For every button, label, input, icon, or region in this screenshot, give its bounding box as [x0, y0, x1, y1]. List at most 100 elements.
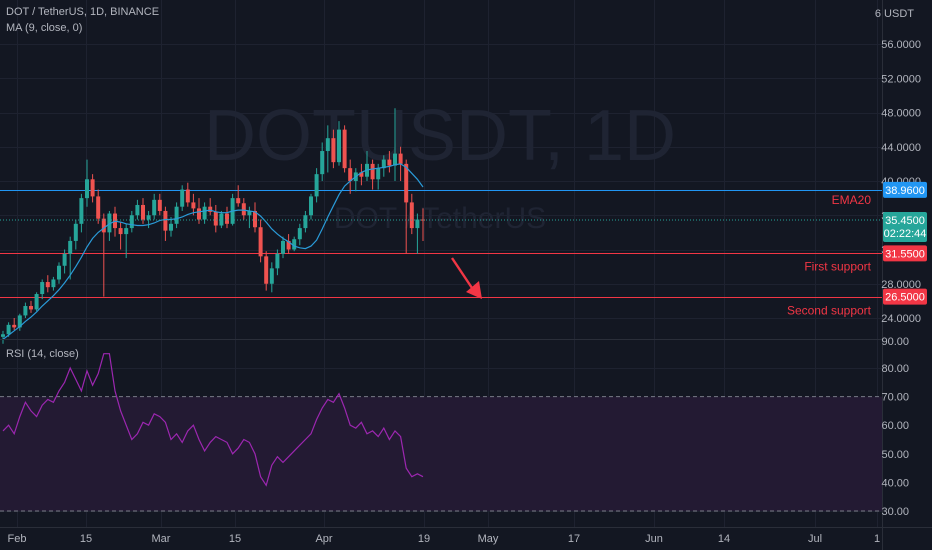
- candle: [62, 249, 67, 274]
- candle: [387, 151, 392, 173]
- candle: [96, 189, 101, 224]
- candle: [107, 210, 112, 241]
- time-axis: Feb 15 Mar 15 Apr 19 May 17 Jun 14 Jul 1: [8, 533, 881, 545]
- time-tick-label: 15: [80, 533, 92, 545]
- candle: [342, 125, 347, 173]
- candle: [325, 125, 330, 173]
- candle: [135, 199, 140, 220]
- candle: [157, 193, 162, 216]
- candle: [185, 182, 190, 207]
- candle: [309, 193, 313, 220]
- candle: [23, 302, 28, 318]
- currency-label: 6 USDT: [875, 8, 914, 20]
- candle: [118, 222, 123, 250]
- candle: [152, 193, 157, 220]
- candle: [337, 121, 341, 166]
- candle: [297, 223, 302, 246]
- price-badge-text: 38.9600: [885, 185, 925, 197]
- rsi-tick-label: 50.00: [881, 449, 909, 461]
- candle: [90, 174, 95, 203]
- candle: [404, 159, 409, 254]
- price-badge-text: 31.5500: [885, 248, 925, 260]
- price-badge: 31.5500: [883, 245, 927, 262]
- time-tick-label: Apr: [315, 533, 332, 545]
- price-tick-label: 28.0000: [881, 279, 921, 291]
- candle: [381, 155, 386, 177]
- candle: [236, 185, 241, 207]
- rsi-line: [2, 353, 424, 487]
- candle: [129, 210, 134, 233]
- time-tick-label: 15: [229, 533, 241, 545]
- horizontal-lines: EMA20 First support Second support: [0, 190, 882, 318]
- candle: [17, 313, 22, 331]
- line-label: EMA20: [832, 193, 872, 207]
- time-tick-label: 14: [718, 533, 730, 545]
- rsi-tick-label: 80.00: [881, 363, 909, 375]
- time-tick-label: 1: [874, 533, 880, 545]
- candle: [286, 234, 291, 254]
- price-tick-label: 56.0000: [881, 39, 921, 51]
- time-tick-label: May: [478, 533, 499, 545]
- candle: [303, 210, 308, 233]
- candle: [213, 204, 218, 233]
- candle: [68, 236, 73, 280]
- candle: [258, 219, 263, 263]
- rsi-tick-label: 90.00: [881, 336, 909, 348]
- candle: [225, 206, 229, 229]
- price-tick-label: 48.0000: [881, 108, 921, 120]
- candle: [264, 251, 269, 291]
- ma-line: [2, 163, 424, 340]
- candle: [40, 279, 45, 300]
- time-tick-label: 17: [568, 533, 580, 545]
- candle: [208, 198, 213, 216]
- price-badge-text: 02:22:44: [884, 228, 927, 240]
- candle: [393, 108, 397, 181]
- candle: [163, 206, 168, 241]
- candle: [269, 262, 274, 293]
- time-tick-label: Mar: [152, 533, 171, 545]
- candle: [253, 202, 257, 233]
- candle: [241, 198, 246, 220]
- candle: [34, 292, 39, 312]
- candle: [292, 236, 297, 252]
- rsi-axis: 30.00 40.00 50.00 60.00 70.00 80.00 90.00: [881, 336, 909, 518]
- candle: [281, 236, 285, 259]
- price-badge-text: 35.4500: [885, 215, 925, 227]
- candle: [314, 168, 319, 203]
- time-tick-label: Jul: [808, 533, 822, 545]
- price-badge-text: 26.5000: [885, 292, 925, 304]
- rsi-tick-label: 60.00: [881, 420, 909, 432]
- candle: [73, 219, 78, 250]
- candle: [45, 275, 50, 293]
- rsi-tick-label: 30.00: [881, 506, 909, 518]
- rsi-legend: RSI (14, close): [6, 348, 79, 360]
- candle: [191, 193, 196, 216]
- rsi-tick-label: 70.00: [881, 392, 909, 404]
- candle: [57, 262, 61, 284]
- time-tick-label: 19: [418, 533, 430, 545]
- candle: [348, 159, 353, 194]
- price-tick-label: 52.0000: [881, 73, 921, 85]
- candle: [180, 185, 185, 211]
- candle: [247, 206, 252, 229]
- candle: [359, 163, 364, 186]
- rsi-tick-label: 40.00: [881, 477, 909, 489]
- candle: [12, 318, 17, 330]
- chart-title: DOT / TetherUS, 1D, BINANCE: [6, 6, 160, 18]
- candle: [219, 210, 224, 229]
- candle: [79, 193, 84, 233]
- rsi-band: [0, 396, 882, 511]
- down-arrow: [451, 257, 482, 299]
- candle: [230, 193, 235, 226]
- ma-legend: MA (9, close, 0): [6, 22, 83, 34]
- candle: [370, 159, 375, 190]
- candle: [141, 198, 145, 224]
- candle: [1, 330, 5, 344]
- candle: [85, 159, 89, 207]
- watermark-main: DOTUSDT, 1D: [204, 96, 676, 176]
- time-tick-label: Jun: [645, 533, 663, 545]
- candle: [331, 129, 336, 169]
